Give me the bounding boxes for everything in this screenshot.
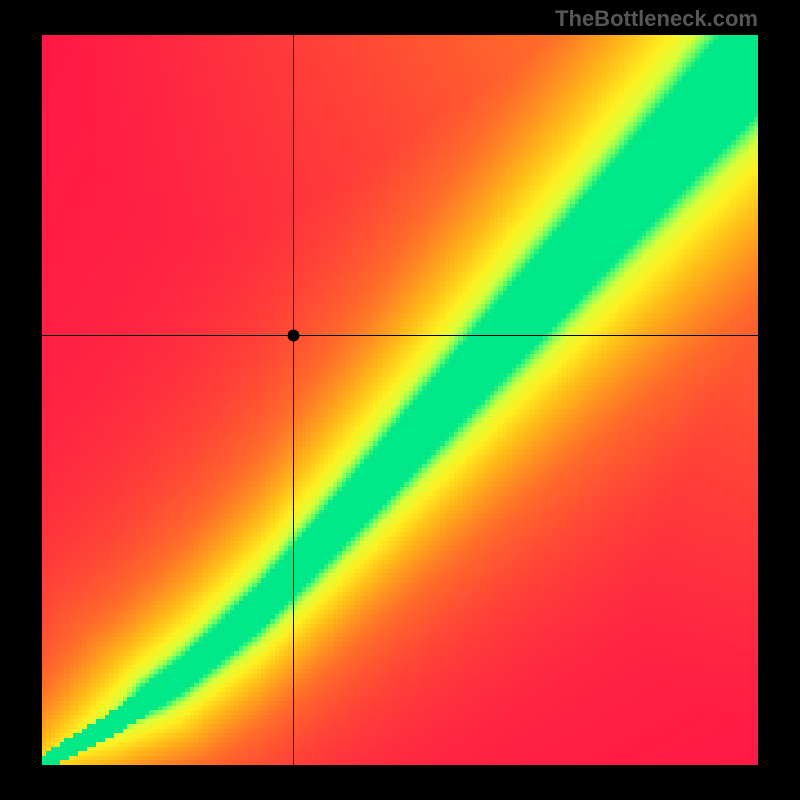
watermark-label: TheBottleneck.com [555, 6, 758, 32]
bottleneck-heatmap [42, 35, 758, 765]
